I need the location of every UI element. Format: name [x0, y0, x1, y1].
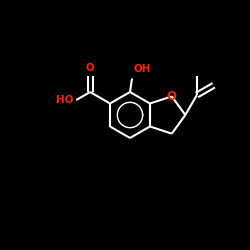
- Text: O: O: [86, 63, 94, 73]
- Text: OH: OH: [133, 64, 150, 74]
- Text: HO: HO: [56, 95, 73, 105]
- Text: O: O: [167, 90, 177, 103]
